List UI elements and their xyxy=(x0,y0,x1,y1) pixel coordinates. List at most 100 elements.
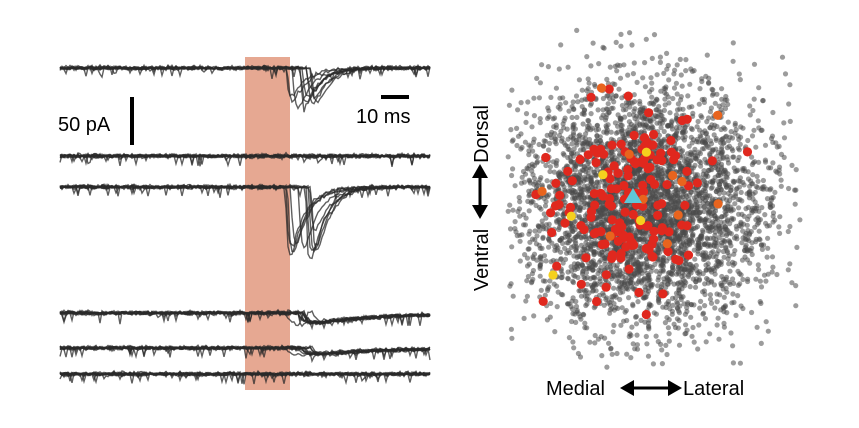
highlighted-dot xyxy=(649,226,659,236)
background-dot xyxy=(537,273,543,279)
background-dot xyxy=(673,220,679,226)
background-dot xyxy=(740,166,746,172)
background-dot xyxy=(779,54,786,60)
background-dot xyxy=(580,147,586,153)
background-dot xyxy=(674,91,680,97)
background-dot xyxy=(664,192,671,198)
background-dot xyxy=(542,278,548,284)
background-dot xyxy=(781,120,787,126)
background-dot xyxy=(653,333,659,339)
background-dot xyxy=(689,333,695,339)
background-dot xyxy=(569,141,575,147)
background-dot xyxy=(517,213,523,219)
background-dot xyxy=(682,311,689,317)
highlighted-dot xyxy=(547,227,557,238)
background-dot xyxy=(531,313,537,319)
highlighted-dot xyxy=(683,250,694,260)
background-dot xyxy=(730,58,736,64)
background-dot xyxy=(602,181,608,187)
background-dot xyxy=(552,329,558,335)
background-dot xyxy=(669,311,675,317)
background-dot xyxy=(679,83,685,89)
background-dot xyxy=(592,332,598,339)
background-dot xyxy=(671,321,677,327)
background-dot xyxy=(700,241,706,247)
background-dot xyxy=(719,144,725,150)
background-dot xyxy=(570,130,577,136)
background-dot xyxy=(661,128,667,135)
background-dot xyxy=(570,278,576,284)
background-dot xyxy=(687,284,693,290)
background-dot xyxy=(736,154,742,160)
background-dot xyxy=(651,31,658,38)
background-dot xyxy=(730,40,736,46)
background-dot xyxy=(545,64,552,70)
background-dot xyxy=(671,85,678,91)
background-dot xyxy=(566,335,573,341)
background-dot xyxy=(722,179,728,185)
background-dot xyxy=(629,42,635,48)
background-dot xyxy=(646,324,652,330)
background-dot xyxy=(534,75,540,81)
background-dot xyxy=(569,318,575,325)
background-dot xyxy=(682,125,688,131)
background-dot xyxy=(603,296,609,302)
background-dot xyxy=(712,213,718,219)
background-dot xyxy=(679,148,686,154)
background-dot xyxy=(701,208,707,215)
background-dot xyxy=(758,340,764,346)
background-dot xyxy=(591,252,597,258)
background-dot xyxy=(657,191,664,197)
current-scale-label: 50 pA xyxy=(58,114,111,136)
background-dot xyxy=(712,174,718,180)
ventral-label: Ventral xyxy=(471,229,493,291)
background-dot xyxy=(523,298,529,304)
background-dot xyxy=(619,305,625,311)
background-dot xyxy=(719,273,725,280)
background-dot xyxy=(524,293,531,299)
background-dot xyxy=(705,277,711,283)
background-dot xyxy=(592,262,598,268)
background-dot xyxy=(594,281,600,287)
highlighted-dot xyxy=(597,239,607,250)
background-dot xyxy=(602,161,608,167)
highlighted-dot xyxy=(662,239,672,249)
background-dot xyxy=(742,248,748,254)
background-dot xyxy=(715,162,721,168)
highlighted-dot xyxy=(677,115,687,126)
background-dot xyxy=(683,57,689,63)
highlighted-dot xyxy=(592,296,602,307)
background-dot xyxy=(567,154,574,160)
highlighted-dot xyxy=(652,155,662,165)
background-dot xyxy=(650,100,656,106)
background-dot xyxy=(657,234,663,241)
background-dot xyxy=(589,259,595,265)
background-dot xyxy=(730,360,737,366)
background-dot xyxy=(659,171,665,177)
background-dot xyxy=(522,139,529,145)
highlighted-dot xyxy=(683,181,694,191)
highlighted-dot xyxy=(560,218,570,228)
background-dot xyxy=(542,203,549,209)
background-dot xyxy=(725,256,731,262)
trace-group-row-2 xyxy=(59,151,431,168)
background-dot xyxy=(552,247,558,254)
background-dot xyxy=(713,236,719,243)
background-dot xyxy=(539,218,545,224)
background-dot xyxy=(707,193,713,199)
background-dot xyxy=(526,193,532,199)
background-dot xyxy=(669,272,675,278)
background-dot xyxy=(536,228,542,234)
background-dot xyxy=(559,236,565,242)
background-dot xyxy=(573,319,579,325)
background-dot xyxy=(538,287,544,293)
background-dot xyxy=(690,324,696,331)
background-dot xyxy=(768,204,774,211)
background-dot xyxy=(732,122,738,128)
background-dot xyxy=(559,274,565,280)
background-dot xyxy=(607,299,613,305)
background-dot xyxy=(590,274,596,281)
highlighted-dot xyxy=(601,282,611,292)
background-dot xyxy=(505,154,511,160)
background-dot xyxy=(569,306,576,312)
